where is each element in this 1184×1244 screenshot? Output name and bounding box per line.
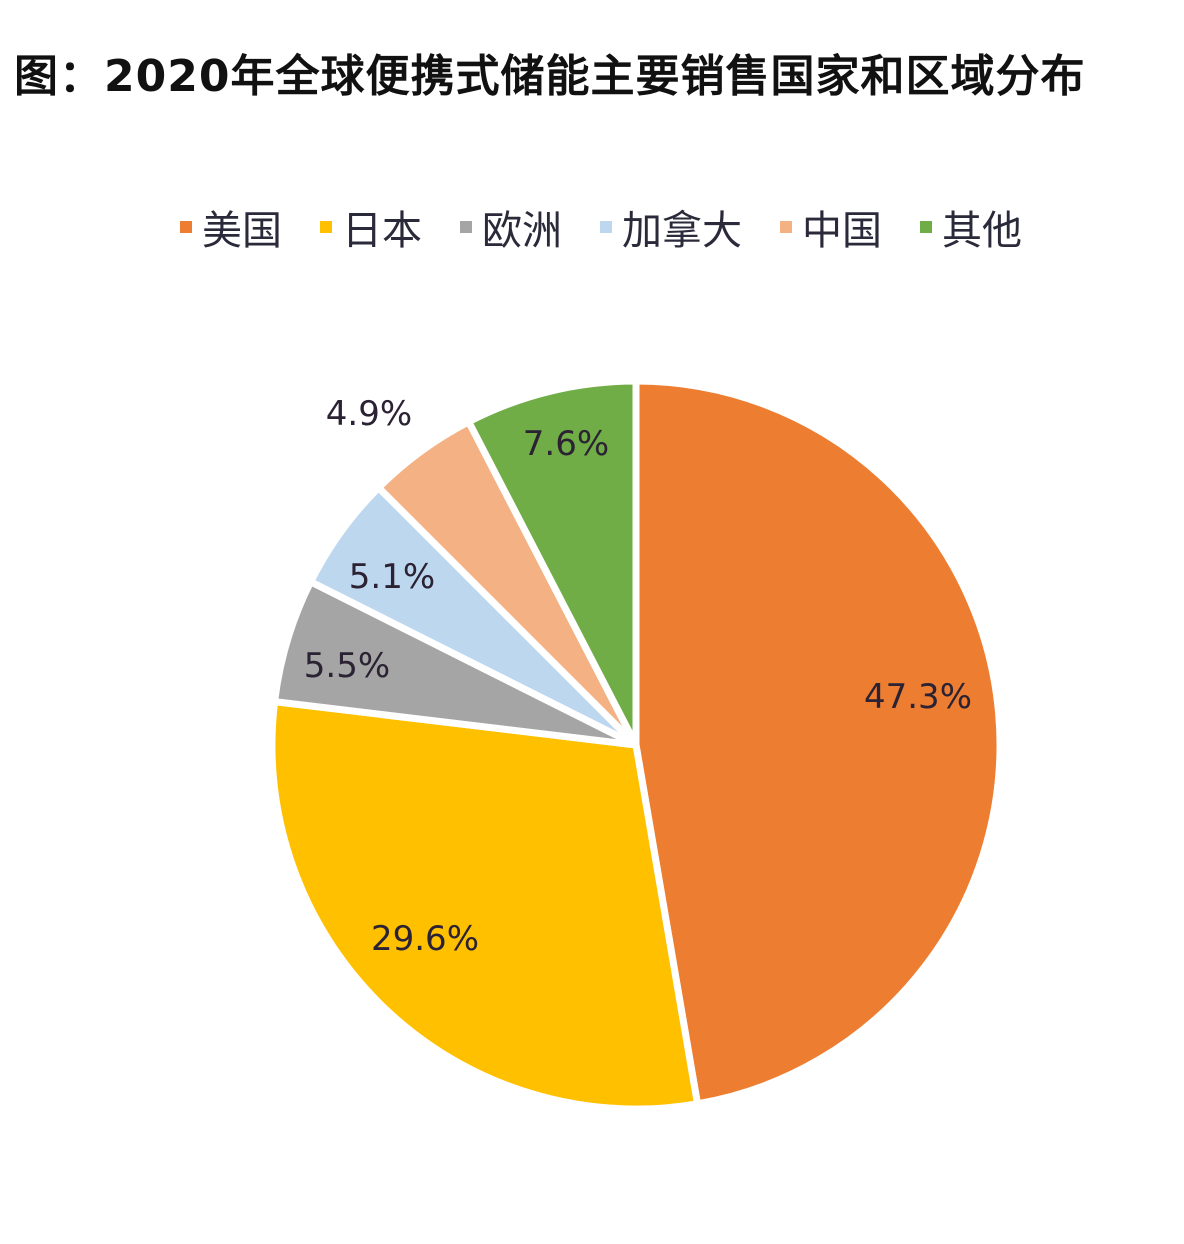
data-label-us: 47.3% <box>864 677 972 717</box>
pie-slice-us <box>632 377 1004 1108</box>
legend-item-us: 美国 <box>180 198 282 256</box>
legend-item-china: 中国 <box>780 198 882 256</box>
legend-swatch-icon <box>320 221 332 233</box>
legend-label: 其他 <box>942 208 1022 254</box>
chart-title: 图：2020年全球便携式储能主要销售国家和区域分布 <box>14 51 1086 102</box>
data-label-other: 7.6% <box>523 424 609 464</box>
legend-label: 加拿大 <box>622 208 742 254</box>
legend-label: 日本 <box>342 208 422 254</box>
data-label-china: 4.9% <box>326 394 412 434</box>
data-label-europe: 5.5% <box>304 646 390 686</box>
data-label-japan: 29.6% <box>371 919 479 959</box>
legend-label: 美国 <box>202 208 282 254</box>
pie-slices <box>268 377 1004 1113</box>
legend: 美国 日本 欧洲 加拿大 中国 其他 <box>180 198 1022 256</box>
legend-swatch-icon <box>460 221 472 233</box>
legend-swatch-icon <box>920 221 932 233</box>
legend-item-japan: 日本 <box>320 198 422 256</box>
legend-label: 中国 <box>802 208 882 254</box>
legend-label: 欧洲 <box>482 208 562 254</box>
pie-slice-other <box>465 377 640 749</box>
legend-swatch-icon <box>180 221 192 233</box>
legend-swatch-icon <box>600 221 612 233</box>
legend-item-canada: 加拿大 <box>600 198 742 256</box>
legend-swatch-icon <box>780 221 792 233</box>
pie-slice-japan <box>268 698 701 1113</box>
legend-item-europe: 欧洲 <box>460 198 562 256</box>
legend-item-other: 其他 <box>920 198 1022 256</box>
data-label-canada: 5.1% <box>349 557 435 597</box>
